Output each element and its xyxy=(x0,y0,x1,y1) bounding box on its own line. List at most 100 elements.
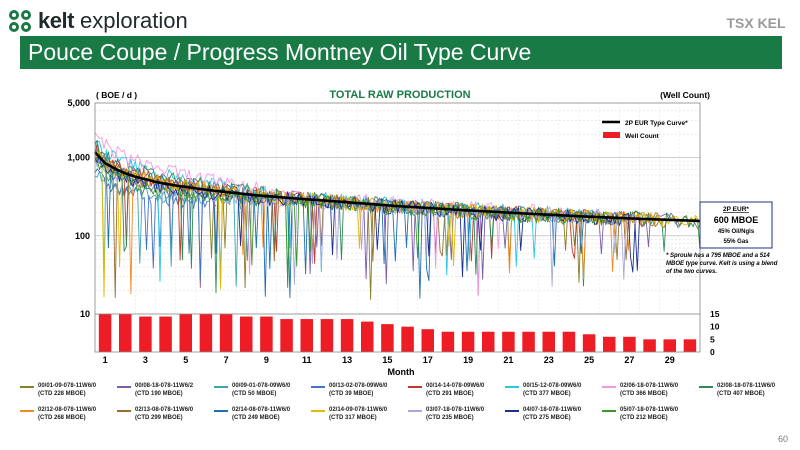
well-count-bar xyxy=(441,331,455,352)
x-tick-label: 23 xyxy=(544,355,554,365)
legend-entry: 00/08-18-078-11W6/2 (CTD 190 MBOE) xyxy=(117,383,193,398)
well-count-bar xyxy=(643,339,656,352)
legend-swatch xyxy=(699,386,713,388)
legend-entry: 04/07-18-078-11W6/0 (CTD 275 MBOE) xyxy=(505,407,582,422)
well-count-bar xyxy=(602,336,616,352)
well-count-bar xyxy=(421,329,435,352)
legend-swatch xyxy=(408,386,422,388)
legend-series-ctd: (CTD 299 MBOE) xyxy=(135,414,183,421)
legend-swatch xyxy=(505,410,519,412)
well-series-line xyxy=(94,140,600,283)
x-tick-label: 21 xyxy=(503,355,513,365)
well-count-bars xyxy=(98,314,697,352)
well-count-bar xyxy=(179,314,193,352)
legend-swatch xyxy=(311,410,325,412)
well-count-bar xyxy=(98,314,112,352)
legend-series-name: 02/06-18-078-11W6/0 xyxy=(620,383,679,389)
legend-swatch xyxy=(602,410,616,412)
legend-series-ctd: (CTD 407 MBOE) xyxy=(717,390,765,397)
legend-series-ctd: (CTD 190 MBOE) xyxy=(135,390,183,397)
legend-entry: 02/06-18-078-11W6/0 (CTD 366 MBOE) xyxy=(602,383,679,398)
legend-swatch xyxy=(20,410,34,412)
x-tick-label: 15 xyxy=(382,355,392,365)
company-logo: kelt exploration xyxy=(6,6,188,36)
legend-series-ctd: (CTD 377 MBOE) xyxy=(523,390,571,397)
legend-series-name: 02/12-08-078-11W6/0 xyxy=(38,407,97,413)
legend-series-ctd: (CTD 212 MBOE) xyxy=(620,414,668,421)
well-count-bar xyxy=(401,326,414,352)
legend-type-curve-label: 2P EUR Type Curve* xyxy=(625,120,688,127)
legend-swatch xyxy=(117,386,131,388)
well-count-bar xyxy=(502,331,515,352)
well-count-bar xyxy=(562,331,576,352)
legend-series-name: 00/13-02-078-09W6/0 xyxy=(329,383,388,389)
legend-series-name: 02/14-09-078-11W6/0 xyxy=(329,407,388,413)
eur-oil-ngls: 45% Oil/Ngls xyxy=(718,229,755,235)
footnote: * Sproule has a 795 MBOE and a 514 MBOE … xyxy=(666,253,778,275)
well-count-bar xyxy=(260,316,273,352)
well-count-bar xyxy=(320,319,334,352)
well-count-bar xyxy=(280,319,293,352)
well-series-line xyxy=(94,168,217,281)
legend-entry: 00/13-02-078-09W6/0 (CTD 39 MBOE) xyxy=(311,383,388,398)
legend-entry: 00/01-09-078-11W6/0 (CTD 228 MBOE) xyxy=(20,383,97,398)
legend-swatch xyxy=(20,386,34,388)
well-count-bar xyxy=(582,334,596,352)
legend-entry: 02/13-08-078-11W6/0 (CTD 299 MBOE) xyxy=(117,407,194,422)
tsx-logo: TSX KEL xyxy=(726,15,786,31)
legend-swatch xyxy=(311,386,325,388)
x-tick-label: 27 xyxy=(624,355,634,365)
well-count-bar xyxy=(219,314,233,352)
legend-series-name: 00/15-12-078-09W6/0 xyxy=(523,383,582,389)
logo-word: kelt xyxy=(38,8,74,33)
x-tick-label: 13 xyxy=(342,355,352,365)
legend-swatch xyxy=(214,386,228,388)
legend-entry: 02/14-08-078-11W6/0 (CTD 249 MBOE) xyxy=(214,407,291,422)
legend-series-name: 00/09-01-078-09W6/0 xyxy=(232,383,291,389)
legend-series-ctd: (CTD 275 MBOE) xyxy=(523,414,571,421)
well-count-bar xyxy=(663,339,677,352)
legend-series-ctd: (CTD 235 MBOE) xyxy=(426,414,474,421)
eur-gas: 55% Gas xyxy=(723,239,749,245)
chart-title: TOTAL RAW PRODUCTION xyxy=(329,89,470,101)
well-count-bar xyxy=(340,319,354,352)
legend-well-count-label: Well Count xyxy=(625,133,660,140)
legend-entry: 00/09-01-078-09W6/0 (CTD 50 MBOE) xyxy=(214,383,291,398)
well-count-bar xyxy=(542,331,556,352)
y2-tick-label: 10 xyxy=(710,322,720,332)
x-tick-label: 17 xyxy=(423,355,433,365)
y-axis-right-label: (Well Count) xyxy=(660,90,710,100)
title-bar: Pouce Coupe / Progress Montney Oil Type … xyxy=(20,36,782,69)
x-tick-label: 1 xyxy=(103,355,108,365)
legend-series-name: 03/07-18-078-11W6/0 xyxy=(426,407,485,413)
x-tick-label: 5 xyxy=(183,355,188,365)
kelt-cross-icon xyxy=(9,10,31,32)
legend-series-ctd: (CTD 228 MBOE) xyxy=(38,390,86,397)
well-series-line xyxy=(94,156,620,277)
y-tick-label: 10 xyxy=(80,309,90,319)
page-number: 60 xyxy=(777,434,788,444)
well-count-bar xyxy=(481,331,495,352)
eur-title: 2P EUR* xyxy=(723,206,749,213)
eur-value: 600 MBOE xyxy=(714,215,759,225)
legend-series-ctd: (CTD 291 MBOE) xyxy=(426,390,474,397)
y2-tick-label: 15 xyxy=(710,309,720,319)
legend-series-name: 05/07-18-078-11W6/0 xyxy=(620,407,679,413)
well-count-bar xyxy=(683,339,697,352)
legend-series-ctd: (CTD 249 MBOE) xyxy=(232,414,280,421)
page-title: Pouce Coupe / Progress Montney Oil Type … xyxy=(28,39,532,65)
legend-series-name: 00/01-09-078-11W6/0 xyxy=(38,383,97,389)
y-tick-label: 100 xyxy=(75,231,90,241)
legend-swatch xyxy=(408,410,422,412)
legend-entry: 02/12-08-078-11W6/0 (CTD 268 MBOE) xyxy=(20,407,97,422)
legend-series-name: 02/13-08-078-11W6/0 xyxy=(135,407,194,413)
legend-well-count-swatch xyxy=(603,132,620,138)
legend-entry: 02/08-18-078-11W6/0 (CTD 407 MBOE) xyxy=(699,383,775,398)
legend-series-name: 04/07-18-078-11W6/0 xyxy=(523,407,582,413)
legend-series-name: 02/14-08-078-11W6/0 xyxy=(232,407,291,413)
x-tick-label: 7 xyxy=(224,355,229,365)
type-curve-line xyxy=(94,151,700,223)
eur-box: 2P EUR* 600 MBOE 45% Oil/Ngls 55% Gas xyxy=(699,201,773,249)
